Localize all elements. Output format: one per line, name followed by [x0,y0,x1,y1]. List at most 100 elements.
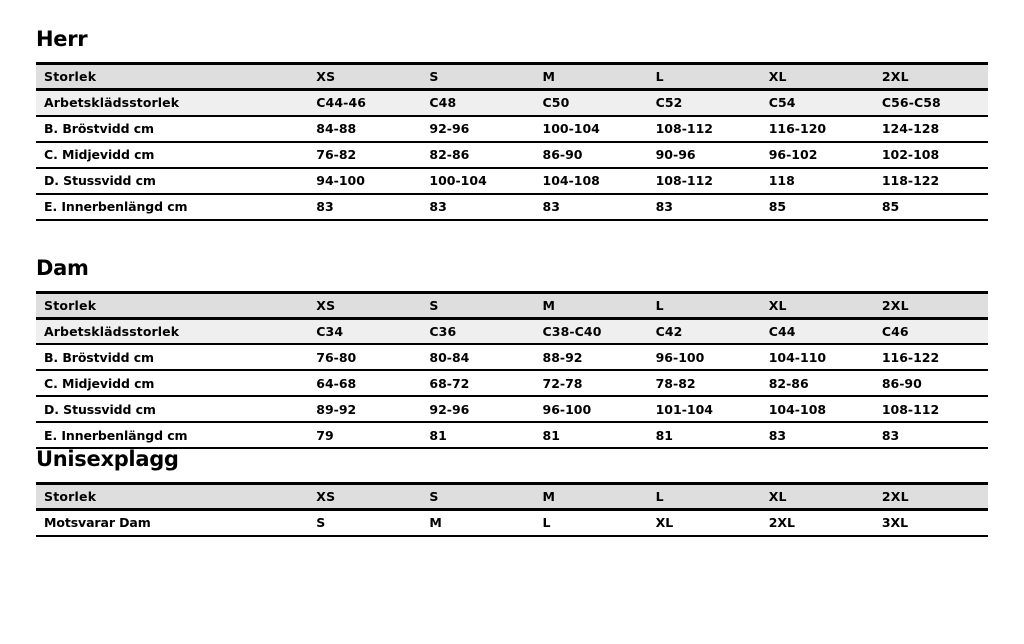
measurement-cell: C46 [873,318,988,345]
measurement-cell: 2XL [760,509,874,537]
table-header-row: Storlek XS S M L XL 2XL [36,62,988,91]
column-header-size: XS [308,482,422,511]
section-title-herr: Herr [36,27,88,51]
row-label: D. Stussvidd cm [36,396,309,423]
column-header-size: M [534,290,648,320]
measurement-cell: 102-108 [873,141,988,169]
column-header-size: XL [760,62,874,91]
table-row: Arbetsklädsstorlek C34 C36 C38-C40 C42 C44 C46 [36,318,988,345]
column-header-size: 2XL [873,290,988,320]
column-header-size: M [534,62,648,91]
measurement-cell: C42 [647,318,761,345]
table-row: B. Bröstvidd cm 76-80 80-84 88-92 96-100 104-… [36,344,988,371]
measurement-cell: 81 [421,422,535,449]
table-row: D. Stussvidd cm 94-100 100-104 104-108 108-1… [36,167,988,195]
measurement-cell: 68-72 [421,370,535,397]
column-header-size: S [421,482,535,511]
measurement-cell: 116-122 [873,344,988,371]
measurement-cell: 89-92 [308,396,422,423]
measurement-cell: C44 [760,318,874,345]
measurement-cell: 81 [534,422,648,449]
measurement-cell: 76-82 [308,141,422,169]
measurement-cell: 83 [760,422,874,449]
measurement-cell: 83 [421,193,535,221]
measurement-cell: C52 [647,89,761,117]
size-table-unisexplagg: Storlek XS S M L XL 2XL Motsvarar Dam S M L XL 2XL 3X… [36,482,988,537]
table-row: Arbetsklädsstorlek C44-46 C48 C50 C52 C54 C56-… [36,89,988,117]
measurement-cell: 104-108 [534,167,648,195]
table-row: Motsvarar Dam S M L XL 2XL 3XL [36,509,988,537]
measurement-cell: 124-128 [873,115,988,143]
measurement-cell: C38-C40 [534,318,648,345]
measurement-cell: 72-78 [534,370,648,397]
column-header-label: Storlek [36,482,309,511]
measurement-cell: 96-102 [760,141,874,169]
measurement-cell: 83 [308,193,422,221]
measurement-cell: 101-104 [647,396,761,423]
measurement-cell: 118 [760,167,874,195]
measurement-cell: 108-112 [647,167,761,195]
measurement-cell: 82-86 [421,141,535,169]
column-header-size: S [421,62,535,91]
measurement-cell: S [308,509,422,537]
measurement-cell: 96-100 [534,396,648,423]
row-label: E. Innerbenlängd cm [36,422,309,449]
column-header-size: 2XL [873,482,988,511]
table-row: D. Stussvidd cm 89-92 92-96 96-100 101-104 10… [36,396,988,423]
measurement-cell: 104-108 [760,396,874,423]
measurement-cell: 3XL [873,509,988,537]
column-header-size: XL [760,290,874,320]
row-label: C. Midjevidd cm [36,141,309,169]
table-row: C. Midjevidd cm 64-68 68-72 72-78 78-82 82-86… [36,370,988,397]
measurement-cell: 100-104 [421,167,535,195]
column-header-label: Storlek [36,290,309,320]
section-herr: Herr Storlek XS S M L XL 2XL Arbetsklädsstorlek C… [36,0,988,221]
measurement-cell: 85 [873,193,988,221]
column-header-size: M [534,482,648,511]
measurement-cell: 83 [647,193,761,221]
section-title-dam: Dam [36,255,89,280]
measurement-cell: 80-84 [421,344,535,371]
column-header-size: L [647,62,761,91]
measurement-cell: 118-122 [873,167,988,195]
measurement-cell: 85 [760,193,874,221]
measurement-cell: 92-96 [421,396,535,423]
section-dam: Dam Storlek XS S M L XL 2XL Arbetsklädsstorlek C3… [36,221,988,449]
measurement-cell: 82-86 [760,370,874,397]
row-label: Motsvarar Dam [36,509,309,537]
table-row: E. Innerbenlängd cm 79 81 81 81 83 83 [36,422,988,449]
measurement-cell: 108-112 [873,396,988,423]
measurement-cell: 83 [534,193,648,221]
measurement-cell: M [421,509,535,537]
row-label: B. Bröstvidd cm [36,344,309,371]
column-header-size: L [647,290,761,320]
title-spacer [36,470,988,482]
row-label: Arbetsklädsstorlek [36,89,309,117]
row-label: E. Innerbenlängd cm [36,193,309,221]
measurement-cell: C48 [421,89,535,117]
measurement-cell: 96-100 [647,344,761,371]
measurement-cell: 100-104 [534,115,648,143]
section-unisexplagg: Unisexplagg Storlek XS S M L XL 2XL Motsvarar Da… [36,449,988,537]
measurement-cell: 81 [647,422,761,449]
column-header-size: XS [308,62,422,91]
measurement-cell: C44-46 [308,89,422,117]
size-table-herr: Storlek XS S M L XL 2XL Arbetsklädsstorlek C44-4… [36,62,988,221]
row-label: D. Stussvidd cm [36,167,309,195]
table-header-row: Storlek XS S M L XL 2XL [36,482,988,511]
measurement-cell: 88-92 [534,344,648,371]
column-header-size: L [647,482,761,511]
measurement-cell: 116-120 [760,115,874,143]
measurement-cell: 108-112 [647,115,761,143]
row-label: Arbetsklädsstorlek [36,318,309,345]
measurement-cell: 90-96 [647,141,761,169]
measurement-cell: 76-80 [308,344,422,371]
measurement-cell: 104-110 [760,344,874,371]
measurement-cell: L [534,509,648,537]
title-spacer [36,279,988,291]
measurement-cell: C34 [308,318,422,345]
table-header-row: Storlek XS S M L XL 2XL [36,290,988,320]
measurement-cell: 84-88 [308,115,422,143]
column-header-size: S [421,290,535,320]
